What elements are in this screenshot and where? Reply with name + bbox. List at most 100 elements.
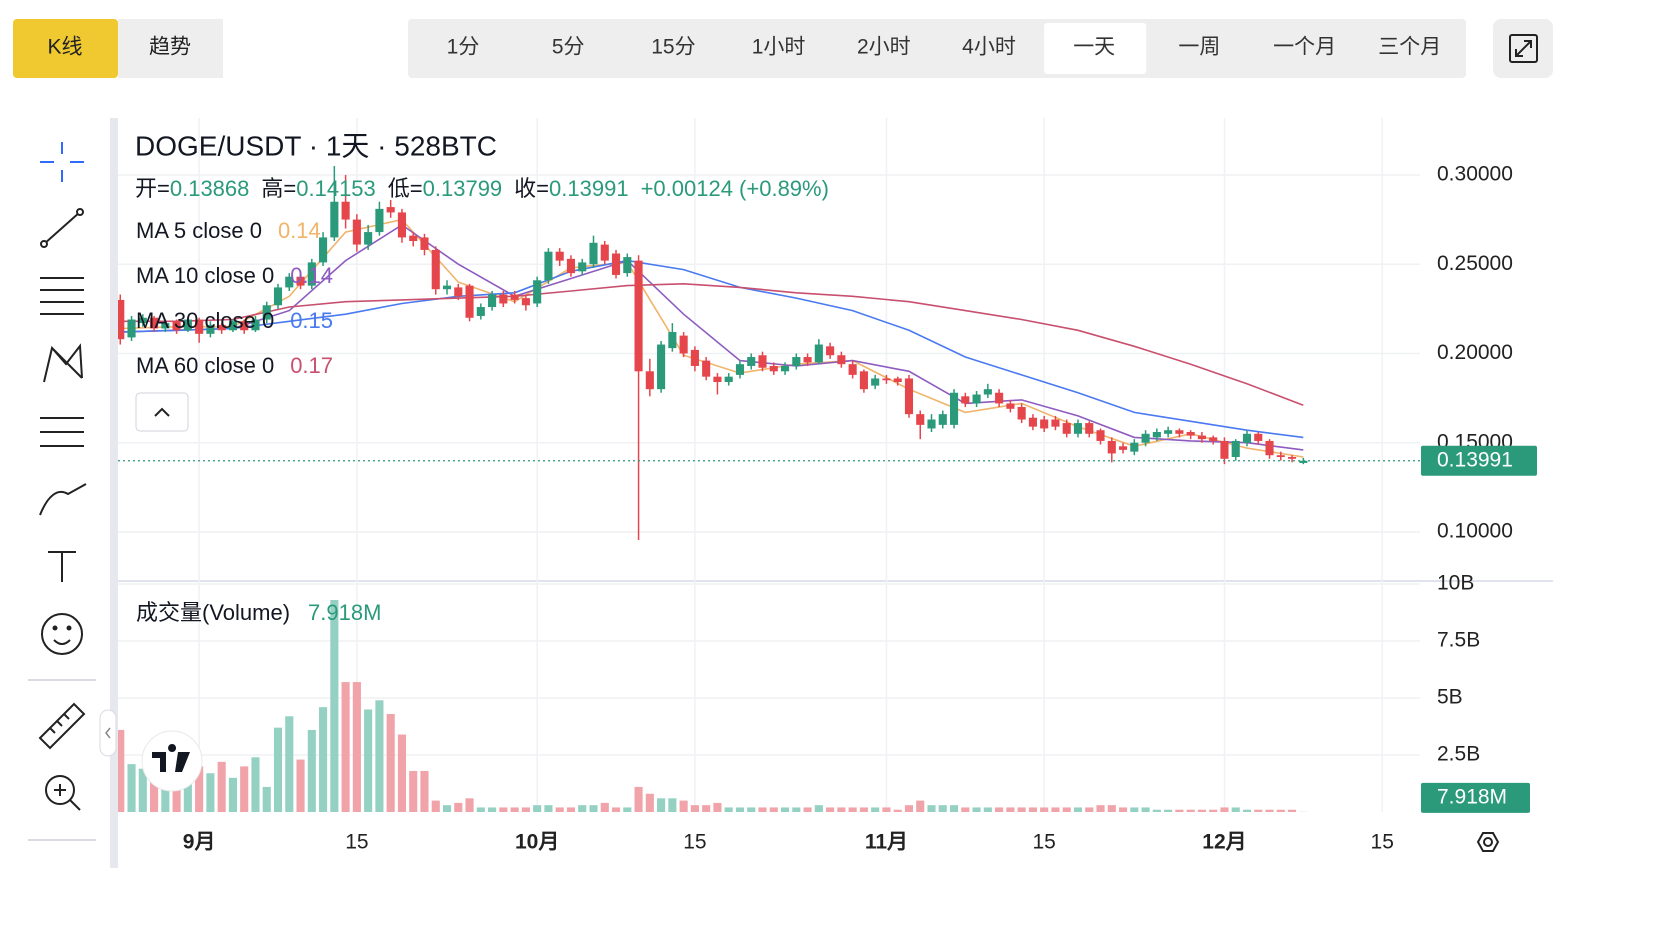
interval-label[interactable]: 一个月 [1273, 36, 1336, 59]
y-tick-label: 0.25000 [1437, 252, 1513, 275]
volume-bar [1231, 807, 1240, 812]
settings-button[interactable] [1476, 832, 1500, 852]
ma-line [120, 223, 1304, 451]
volume-bar [904, 805, 914, 812]
volume-bar [319, 707, 328, 812]
candle-body [262, 305, 271, 320]
candle-body [702, 360, 711, 377]
volume-bar [1152, 809, 1161, 812]
candle-body [792, 357, 801, 366]
legend-collapse[interactable] [135, 392, 189, 432]
ma-line [120, 282, 1304, 406]
brush-tool[interactable] [39, 483, 87, 516]
x-tick-label: 15 [1371, 831, 1394, 854]
volume-bar [1276, 809, 1285, 812]
candle-body [172, 321, 181, 331]
candle-body [1006, 403, 1015, 409]
candle-body [296, 276, 305, 286]
volume-bar [183, 780, 192, 812]
candle-body [409, 235, 418, 241]
volume-bar [735, 807, 745, 812]
ohlc-key: 收= [514, 176, 549, 201]
volume-bar [127, 764, 136, 812]
volume-bar [442, 805, 452, 812]
interval-label[interactable]: 4小时 [962, 36, 1016, 59]
volume-bar [465, 798, 474, 812]
candle-body [510, 294, 519, 300]
candle-body [1028, 417, 1037, 427]
candle-body [961, 396, 970, 404]
volume-bar [330, 600, 339, 812]
collapse-arrow [105, 727, 111, 739]
volume-bar [1288, 809, 1297, 812]
candle-body [533, 280, 542, 304]
candle-body [420, 237, 429, 250]
interval-label[interactable]: 一天 [1073, 36, 1115, 59]
candle-body [118, 299, 125, 340]
volume-bar [848, 807, 857, 812]
channel-tool[interactable] [40, 277, 84, 315]
candle-body [1096, 430, 1105, 441]
volume-bar [769, 807, 778, 812]
candle-body [251, 319, 260, 331]
volume-bar [1141, 807, 1150, 812]
volume-bar [1209, 809, 1218, 812]
interval-label[interactable]: 一周 [1178, 36, 1220, 59]
logo [141, 730, 203, 792]
interval-label[interactable]: 1小时 [752, 36, 806, 59]
candle-body [127, 319, 136, 338]
crosshair-tool[interactable] [40, 142, 84, 182]
interval-tab-active[interactable] [1044, 23, 1147, 74]
candle-body [499, 294, 508, 304]
volume-bar [262, 786, 271, 812]
settings-icon [1483, 837, 1493, 847]
candle-body [690, 349, 699, 366]
line-tool[interactable] [43, 211, 81, 245]
price-change: +0.00124 (+0.89%) [641, 176, 829, 201]
legend-value: 0.14 [290, 263, 333, 288]
fib-tool[interactable] [40, 417, 84, 447]
collapse-toolbar[interactable] [99, 709, 117, 757]
candle-body [600, 244, 609, 261]
interval-bar [408, 19, 1466, 78]
interval-label[interactable]: 2小时 [857, 36, 911, 59]
candle-body [904, 378, 914, 415]
text-tool[interactable] [48, 551, 76, 582]
volume-pane [118, 600, 1308, 812]
candle-body [1107, 440, 1116, 454]
volume-bar [758, 807, 767, 812]
candle-body [1265, 440, 1274, 456]
volume-bar [995, 807, 1004, 812]
volume-bar [702, 805, 711, 812]
interval-label[interactable]: 15分 [651, 36, 695, 59]
volume-bar [195, 766, 204, 812]
emoji-tool[interactable] [41, 613, 83, 655]
drawing-tools [28, 142, 96, 841]
volume-tick-label: 10B [1437, 572, 1474, 595]
candle-body [769, 365, 778, 372]
interval-label[interactable]: 1分 [447, 36, 480, 59]
volume-bar [172, 770, 181, 812]
volume-bar [206, 773, 215, 812]
pattern-tool[interactable] [43, 343, 83, 383]
interval-label[interactable]: 5分 [552, 36, 585, 59]
volume-bar [544, 805, 553, 812]
candle-body [735, 364, 745, 375]
candle-body [397, 212, 407, 238]
candle-body [916, 414, 925, 425]
ruler-tool[interactable] [38, 702, 86, 750]
candle-body [330, 201, 339, 238]
volume-value: 7.918M [308, 600, 381, 625]
candle-body [611, 253, 621, 275]
candle-body [442, 285, 452, 290]
mode-tab[interactable] [118, 19, 223, 78]
interval-label[interactable]: 三个月 [1378, 36, 1441, 59]
volume-bar [657, 798, 666, 812]
mode-tab[interactable] [13, 19, 118, 78]
volume-bar [814, 805, 823, 812]
chart-title: DOGE/USDT · 1天 · 528BTC [135, 130, 497, 161]
volume-bar [1197, 809, 1206, 812]
candle-body [668, 332, 677, 349]
zoom-tool[interactable] [45, 775, 75, 805]
